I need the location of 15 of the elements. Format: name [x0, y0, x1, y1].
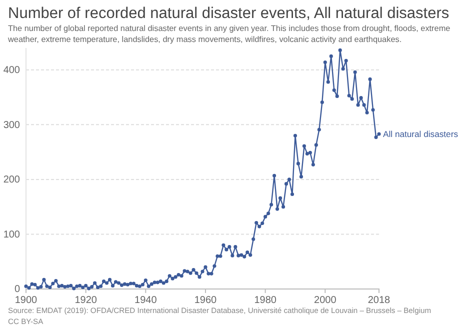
chart-subtitle: The number of global reported natural disaster events in any given year. This includes those from drought, floods, extreme weather, extreme temperature, landslides, dry mass movements, wildfires, volcanic activity and earthquakes. — [7, 24, 451, 44]
x-tick-label: 1980 — [254, 295, 277, 306]
x-tick-label: 2000 — [314, 295, 337, 306]
y-tick-label: 100 — [3, 229, 20, 240]
x-tick-label: 1940 — [134, 295, 158, 306]
x-tick-label: 1900 — [14, 295, 38, 306]
series-label: All natural disasters — [383, 128, 458, 139]
y-tick-label: 200 — [3, 174, 20, 186]
y-tick-label: 0 — [14, 284, 20, 296]
y-tick-label: 400 — [3, 65, 20, 76]
y-tick-label: 300 — [3, 120, 20, 131]
x-tick-label: 1960 — [194, 295, 218, 306]
x-tick-label: 1920 — [74, 295, 98, 306]
x-tick-label: 2018 — [368, 295, 391, 306]
chart-title: Number of recorded natural disaster events, All natural disasters — [8, 5, 450, 22]
